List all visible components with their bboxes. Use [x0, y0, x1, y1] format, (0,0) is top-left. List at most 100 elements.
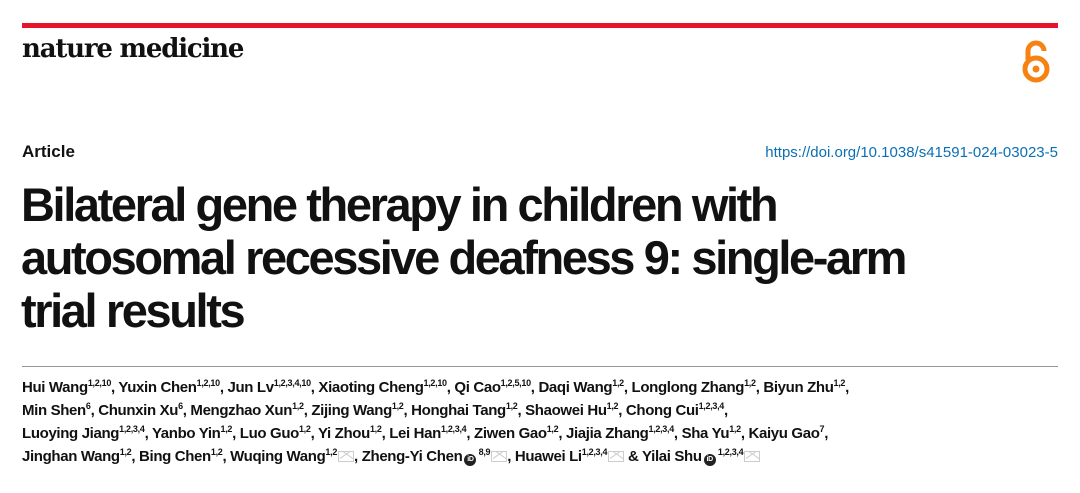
- author[interactable]: Yanbo Yin1,2: [151, 425, 232, 443]
- author-name[interactable]: Huawei Li: [514, 448, 582, 465]
- author[interactable]: Sha Yu1,2: [681, 425, 742, 443]
- orcid-icon[interactable]: iD: [464, 454, 477, 466]
- email-envelope-icon[interactable]: [608, 451, 625, 462]
- email-envelope-icon[interactable]: [744, 451, 761, 462]
- author-name[interactable]: Yuxin Chen: [118, 379, 197, 396]
- affiliation-numbers: 1,2,3,4,10: [273, 378, 311, 388]
- author[interactable]: Luoying Jiang1,2,3,4: [22, 424, 145, 443]
- author-line: Hui Wang1,2,10, Yuxin Chen1,2,10, Jun Lv…: [22, 378, 849, 397]
- author-name[interactable]: Hui Wang: [22, 379, 88, 396]
- affiliation-numbers: 1,2: [833, 378, 846, 388]
- author-name[interactable]: Honghai Tang: [411, 402, 506, 419]
- email-envelope-icon[interactable]: [338, 451, 355, 462]
- author-name[interactable]: Mengzhao Xun: [190, 402, 293, 419]
- author[interactable]: Jinghan Wang1,2: [22, 447, 132, 466]
- affiliation-numbers: 1,2: [391, 401, 404, 411]
- author-name[interactable]: Yilai Shu: [642, 448, 702, 465]
- open-access-lock-icon: [1022, 40, 1050, 83]
- author-name[interactable]: Ziwen Gao: [474, 425, 547, 442]
- affiliation-numbers: 1,2,10: [87, 378, 112, 388]
- author-name[interactable]: Zijing Wang: [311, 402, 392, 419]
- author[interactable]: Chong Cui1,2,3,4: [625, 401, 725, 420]
- author[interactable]: Wuqing Wang1,2: [230, 448, 355, 465]
- author-name[interactable]: Luoying Jiang: [22, 425, 120, 442]
- author-name[interactable]: Luo Guo: [239, 425, 300, 442]
- author[interactable]: Jun Lv1,2,3,4,10: [227, 378, 311, 397]
- doi-link[interactable]: https://doi.org/10.1038/s41591-024-03023…: [765, 144, 1058, 161]
- author[interactable]: Mengzhao Xun1,2: [190, 401, 304, 420]
- author[interactable]: Xiaoting Cheng1,2,10: [318, 379, 447, 397]
- author-name[interactable]: Bing Chen: [139, 448, 211, 465]
- affiliation-numbers: 1,2: [210, 447, 223, 457]
- author-name[interactable]: Kaiyu Gao: [748, 425, 820, 442]
- affiliation-numbers: 1,2,3,4: [715, 447, 744, 457]
- author[interactable]: Daqi Wang1,2: [538, 378, 624, 397]
- affiliation-numbers: 6: [85, 401, 91, 411]
- author[interactable]: Zheng-Yi Chen iD 8,9: [361, 447, 508, 466]
- author-name[interactable]: Yi Zhou: [317, 425, 370, 442]
- affiliation-numbers: 1,2: [369, 424, 382, 434]
- title-line: Bilateral gene therapy in children with: [21, 178, 779, 231]
- author-name[interactable]: Qi Cao: [454, 379, 501, 396]
- author[interactable]: Lei Han1,2,3,4: [389, 424, 467, 443]
- author[interactable]: Qi Cao1,2,5,10: [454, 379, 531, 397]
- author[interactable]: Ziwen Gao1,2: [474, 425, 559, 443]
- journal-brand-bar: [22, 23, 1058, 28]
- author-name[interactable]: Jun Lv: [227, 379, 274, 396]
- title-line: trial results: [21, 284, 246, 337]
- author[interactable]: Yuxin Chen1,2,10: [118, 378, 221, 397]
- email-envelope-icon[interactable]: [491, 451, 508, 462]
- author[interactable]: Luo Guo1,2: [239, 424, 311, 443]
- affiliation-numbers: 1,2,10: [196, 378, 221, 388]
- author-name[interactable]: Chunxin Xu: [98, 402, 179, 419]
- author-name[interactable]: Xiaoting Cheng: [318, 379, 424, 396]
- author[interactable]: Biyun Zhu1,2: [763, 378, 846, 397]
- affiliation-numbers: 1,2: [119, 447, 132, 457]
- author-name[interactable]: Zheng-Yi Chen: [361, 448, 463, 465]
- author-name[interactable]: Wuqing Wang: [230, 448, 326, 465]
- affiliation-numbers: 1,2,3,4: [119, 424, 145, 434]
- author[interactable]: Longlong Zhang1,2: [631, 379, 756, 397]
- author[interactable]: Hui Wang1,2,10: [22, 378, 112, 397]
- affiliation-numbers: 1,2: [505, 401, 518, 411]
- author-name[interactable]: Longlong Zhang: [631, 379, 745, 396]
- article-type: Article: [22, 142, 75, 161]
- affiliation-numbers: 1,2: [612, 378, 624, 388]
- affiliation-numbers: 1,2: [292, 401, 304, 411]
- affiliation-numbers: 1,2,3,4: [581, 447, 608, 457]
- author-name[interactable]: Shaowei Hu: [525, 402, 607, 419]
- author[interactable]: Huawei Li1,2,3,4: [514, 447, 625, 465]
- affiliation-numbers: 8,9: [476, 447, 491, 457]
- affiliation-numbers: 7: [819, 424, 825, 434]
- author-line: Luoying Jiang1,2,3,4, Yanbo Yin1,2, Luo …: [22, 424, 829, 443]
- affiliation-numbers: 1,2: [298, 424, 311, 434]
- author-name[interactable]: Jinghan Wang: [22, 448, 120, 465]
- author-name[interactable]: Jiajia Zhang: [565, 425, 649, 442]
- affiliation-numbers: 1,2,3,4: [648, 424, 674, 434]
- author[interactable]: Jiajia Zhang1,2,3,4: [565, 424, 674, 443]
- divider: [22, 366, 1058, 367]
- author-name[interactable]: Yanbo Yin: [151, 425, 221, 442]
- author[interactable]: Bing Chen1,2: [139, 447, 223, 466]
- title-line: autosomal recessive deafness 9: single-a…: [21, 231, 907, 284]
- author[interactable]: Shaowei Hu1,2: [525, 402, 618, 420]
- author-name[interactable]: Min Shen: [22, 402, 86, 419]
- author[interactable]: Chunxin Xu6: [98, 401, 183, 420]
- author[interactable]: Yilai Shu iD 1,2,3,4: [642, 447, 761, 466]
- affiliation-numbers: 1,2,3,4: [440, 424, 467, 434]
- journal-logo[interactable]: nature medicine: [22, 34, 244, 64]
- author[interactable]: Min Shen6: [22, 401, 91, 420]
- author[interactable]: Kaiyu Gao7: [748, 424, 825, 443]
- affiliation-numbers: 6: [178, 401, 183, 411]
- author-line: Min Shen6, Chunxin Xu6, Mengzhao Xun1,2,…: [22, 401, 728, 420]
- author-name[interactable]: Lei Han: [389, 425, 441, 442]
- orcid-icon[interactable]: iD: [703, 454, 716, 466]
- author-name[interactable]: Daqi Wang: [538, 379, 613, 396]
- author[interactable]: Yi Zhou1,2: [317, 424, 382, 443]
- author-name[interactable]: Biyun Zhu: [763, 379, 834, 396]
- author-name[interactable]: Chong Cui: [625, 402, 699, 419]
- author[interactable]: Honghai Tang1,2: [411, 401, 518, 420]
- affiliation-numbers: 1,2,3,4: [698, 401, 725, 411]
- author[interactable]: Zijing Wang1,2: [311, 401, 404, 420]
- author-name[interactable]: Sha Yu: [681, 425, 730, 442]
